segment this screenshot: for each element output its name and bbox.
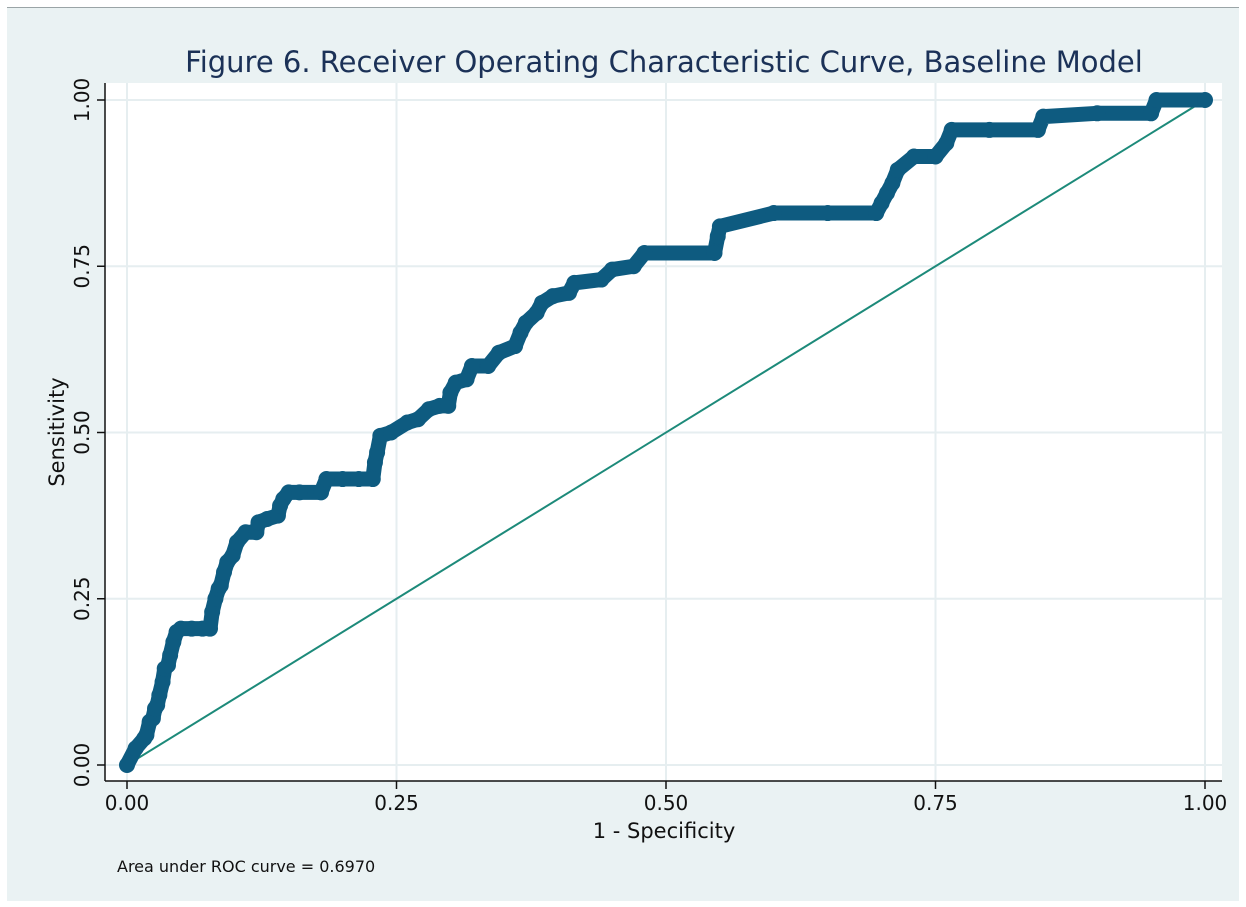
grid-lines — [105, 83, 1222, 781]
roc-point — [819, 205, 836, 222]
roc-point — [458, 371, 475, 388]
roc-point — [291, 484, 308, 501]
roc-point — [711, 218, 728, 235]
reference-diagonal-line — [126, 99, 1206, 766]
roc-point — [706, 244, 723, 261]
roc-curve — [119, 92, 1213, 773]
roc-point — [943, 121, 960, 138]
x-tick-label: 0.50 — [644, 791, 689, 815]
roc-point — [480, 358, 497, 374]
roc-point — [490, 344, 507, 361]
roc-point — [154, 673, 171, 690]
roc-point — [1143, 105, 1160, 122]
y-axis-label: Sensitivity — [45, 377, 69, 486]
roc-point — [981, 121, 998, 138]
roc-point — [905, 148, 922, 165]
roc-point — [463, 358, 480, 374]
roc-point — [765, 205, 782, 222]
roc-point — [224, 547, 241, 564]
roc-point — [1197, 92, 1213, 108]
roc-point — [212, 577, 229, 594]
x-tick-label: 0.25 — [374, 791, 419, 815]
x-tick-label: 0.75 — [913, 791, 958, 815]
roc-point — [1035, 108, 1052, 125]
roc-point — [593, 271, 610, 288]
roc-point — [440, 397, 457, 414]
auc-note: Area under ROC curve = 0.6970 — [117, 857, 375, 876]
x-axis-label: 1 - Specificity — [593, 819, 736, 843]
roc-point — [162, 647, 179, 664]
y-tick-label: 0.50 — [70, 410, 94, 455]
roc-point — [938, 135, 955, 152]
roc-point — [138, 727, 155, 744]
y-tick-label: 1.00 — [70, 78, 94, 123]
tick-labels: 0.00 0.25 0.50 0.75 1.00 0.00 0.25 0.50 0.75 1.00 — [70, 78, 1227, 815]
y-tick-label: 0.00 — [70, 743, 94, 788]
x-tick-label: 1.00 — [1183, 791, 1228, 815]
y-tick-label: 0.75 — [70, 244, 94, 289]
roc-point — [313, 484, 330, 501]
roc-point — [507, 338, 524, 355]
roc-point — [369, 444, 386, 461]
roc-point — [1089, 105, 1106, 122]
roc-point — [625, 258, 642, 275]
roc-point — [566, 274, 583, 291]
roc-point — [151, 687, 168, 704]
roc-point — [119, 757, 135, 773]
roc-point — [364, 471, 381, 488]
roc-point — [604, 261, 621, 278]
axes — [97, 83, 1222, 789]
roc-point — [544, 288, 561, 305]
roc-point — [410, 411, 427, 428]
roc-point — [927, 148, 944, 165]
roc-point — [636, 244, 653, 261]
roc-point — [1148, 92, 1165, 108]
roc-point — [884, 175, 901, 192]
chart-title: Figure 6. Receiver Operating Characteris… — [185, 45, 1143, 79]
roc-point — [517, 314, 534, 331]
roc-point — [318, 471, 335, 488]
roc-point — [1029, 121, 1046, 138]
y-tick-label: 0.25 — [70, 576, 94, 621]
roc-point — [350, 471, 367, 488]
roc-point — [334, 471, 351, 488]
roc-point — [889, 161, 906, 178]
x-tick-label: 0.00 — [105, 791, 150, 815]
roc-point — [202, 620, 219, 637]
roc-point — [383, 424, 400, 441]
roc-point — [204, 604, 221, 621]
